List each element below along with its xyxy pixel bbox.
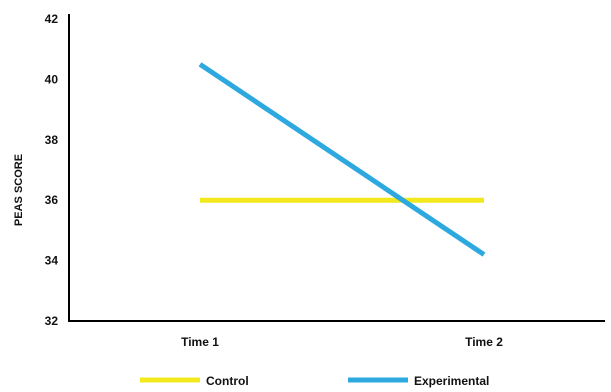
legend: Control Experimental xyxy=(140,374,489,388)
y-tick-label: 36 xyxy=(45,193,59,207)
y-axis-title: PEAS SCORE xyxy=(13,154,25,226)
series-layer xyxy=(198,62,486,257)
legend-label: Control xyxy=(206,374,249,388)
legend-item-control: Control xyxy=(140,374,249,388)
legend-item-experimental: Experimental xyxy=(348,374,489,388)
y-tick-label: 42 xyxy=(45,12,59,26)
legend-label: Experimental xyxy=(414,374,489,388)
y-tick-label: 32 xyxy=(45,314,59,328)
series-line-experimental xyxy=(198,62,486,257)
x-tick-label: Time 1 xyxy=(181,335,219,349)
y-axis-ticks: 32 34 36 38 40 42 xyxy=(45,12,59,328)
x-tick-label: Time 2 xyxy=(465,335,503,349)
x-axis-ticks: Time 1 Time 2 xyxy=(181,335,503,349)
y-tick-label: 40 xyxy=(45,72,59,86)
y-tick-label: 38 xyxy=(45,133,59,147)
y-tick-label: 34 xyxy=(45,254,59,268)
